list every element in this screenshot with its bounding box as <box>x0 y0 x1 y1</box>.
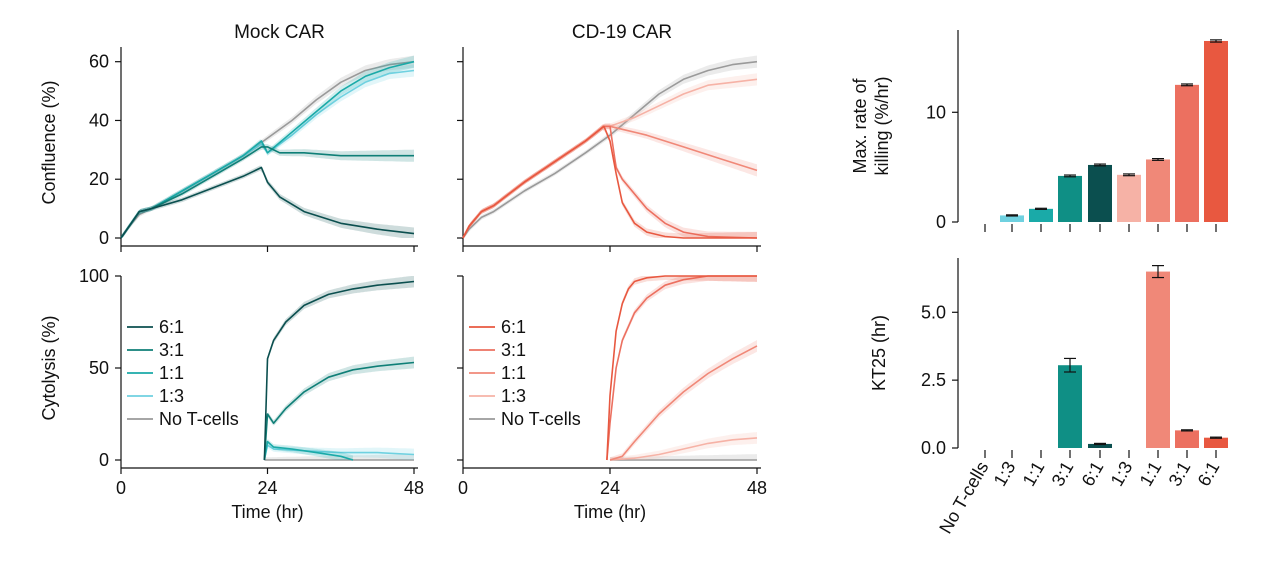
x-tick-label: 0 <box>458 478 468 498</box>
y-axis-title: Confluence (%) <box>39 80 59 204</box>
x-tick-label: 48 <box>404 478 424 498</box>
mock_confluence-panel: 0 20 40 60 Mock CAR Confluence (%) <box>39 22 418 252</box>
bar <box>1000 215 1024 222</box>
legend-label: No T-cells <box>159 409 239 429</box>
y-tick-label: 60 <box>89 52 109 72</box>
bar <box>1117 174 1141 222</box>
x-tick-label: 0 <box>116 478 126 498</box>
y-tick-label: 0 <box>99 228 109 248</box>
legend-label: 3:1 <box>159 340 184 360</box>
series-band <box>610 454 757 460</box>
legend-label: 1:3 <box>159 386 184 406</box>
x-axis-title: Time (hr) <box>574 502 646 522</box>
series-band <box>121 165 414 238</box>
y-tick-label: 20 <box>89 169 109 189</box>
series-line <box>462 60 758 239</box>
x-category-label: 1:3 <box>1107 458 1137 490</box>
bar <box>1058 175 1082 222</box>
legend: 6:1 3:1 1:1 1:3 No T-cells <box>469 317 581 429</box>
bar <box>1088 443 1112 448</box>
series-line <box>263 361 415 461</box>
cd19_cytolysis-panel: 0 24 48 Time (hr) 6:1 3:1 1:1 1:3 No T-cells <box>457 275 767 522</box>
bar <box>1088 164 1112 222</box>
x-category-label: No T-cells <box>935 458 992 537</box>
series-band <box>264 356 414 460</box>
series-line <box>462 125 757 239</box>
series-line <box>609 345 758 461</box>
cd19_confluence-panel: CD-19 CAR <box>457 22 761 252</box>
y-tick-label: 2.5 <box>921 370 946 390</box>
x-category-label: 3:1 <box>1048 458 1078 490</box>
bar <box>1146 159 1170 222</box>
series-band <box>606 276 757 460</box>
max_rate_killing-panel: 0 10 Max. rate of killing (%/hr) <box>850 30 1228 232</box>
x-category-label: 6:1 <box>1078 458 1108 490</box>
legend-label: 1:1 <box>159 363 184 383</box>
y-axis-title: KT25 (hr) <box>869 315 889 391</box>
y-tick-label: 10 <box>926 102 946 122</box>
y-tick-label: 0.0 <box>921 438 946 458</box>
y-axis-title-line: Max. rate of <box>850 77 870 173</box>
x-axis-title: Time (hr) <box>231 502 303 522</box>
y-tick-label: 40 <box>89 110 109 130</box>
x-tick-label: 24 <box>600 478 620 498</box>
bar <box>1175 84 1199 222</box>
bar <box>1204 40 1228 222</box>
bar <box>1029 208 1053 222</box>
legend-label: 6:1 <box>159 317 184 337</box>
y-axis-title-line: killing (%/hr) <box>872 76 892 175</box>
y-tick-label: 50 <box>89 358 109 378</box>
series-band <box>606 276 757 460</box>
series-band <box>121 55 414 238</box>
x-category-label: 1:3 <box>990 458 1020 490</box>
y-tick-label: 0 <box>936 212 946 232</box>
series-line <box>606 275 757 461</box>
series-band <box>610 340 757 460</box>
bar <box>1204 437 1228 448</box>
series-line <box>606 275 757 461</box>
x-tick-label: 48 <box>747 478 767 498</box>
y-axis-title: Cytolysis (%) <box>39 315 59 420</box>
legend-label: No T-cells <box>501 409 581 429</box>
x-category-label: 3:1 <box>1165 458 1195 490</box>
legend: 6:1 3:1 1:1 1:3 No T-cells <box>127 317 239 429</box>
bar <box>1058 365 1082 448</box>
series-band <box>264 442 414 460</box>
x-category-label: 1:1 <box>1136 458 1166 490</box>
y-axis-title: Max. rate of killing (%/hr) <box>850 76 892 175</box>
series-line <box>120 60 415 239</box>
series-line <box>609 437 758 461</box>
legend-label: 1:3 <box>501 386 526 406</box>
mock_cytolysis-panel: 0 50 100 0 24 48 Time (hr) Cytolysis (%) 6:1 3:1 1… <box>39 266 424 522</box>
x-category-label: 1:1 <box>1019 458 1049 490</box>
series-band <box>264 454 414 460</box>
bar <box>1146 271 1170 448</box>
series-line <box>263 440 354 461</box>
series-line <box>263 280 415 461</box>
series-line <box>120 60 415 239</box>
y-tick-label: 100 <box>79 266 109 286</box>
bar <box>1175 430 1199 448</box>
legend-label: 1:1 <box>501 363 526 383</box>
legend-label: 3:1 <box>501 340 526 360</box>
series-band <box>121 144 414 238</box>
panel-title: Mock CAR <box>234 22 325 43</box>
y-tick-label: 5.0 <box>921 302 946 322</box>
x-category-label: 6:1 <box>1194 458 1224 490</box>
panel-title: CD-19 CAR <box>572 22 672 43</box>
legend-label: 6:1 <box>501 317 526 337</box>
x-tick-label: 24 <box>257 478 277 498</box>
y-tick-label: 0 <box>99 450 109 470</box>
series-band <box>610 432 757 460</box>
series-line <box>120 166 415 239</box>
